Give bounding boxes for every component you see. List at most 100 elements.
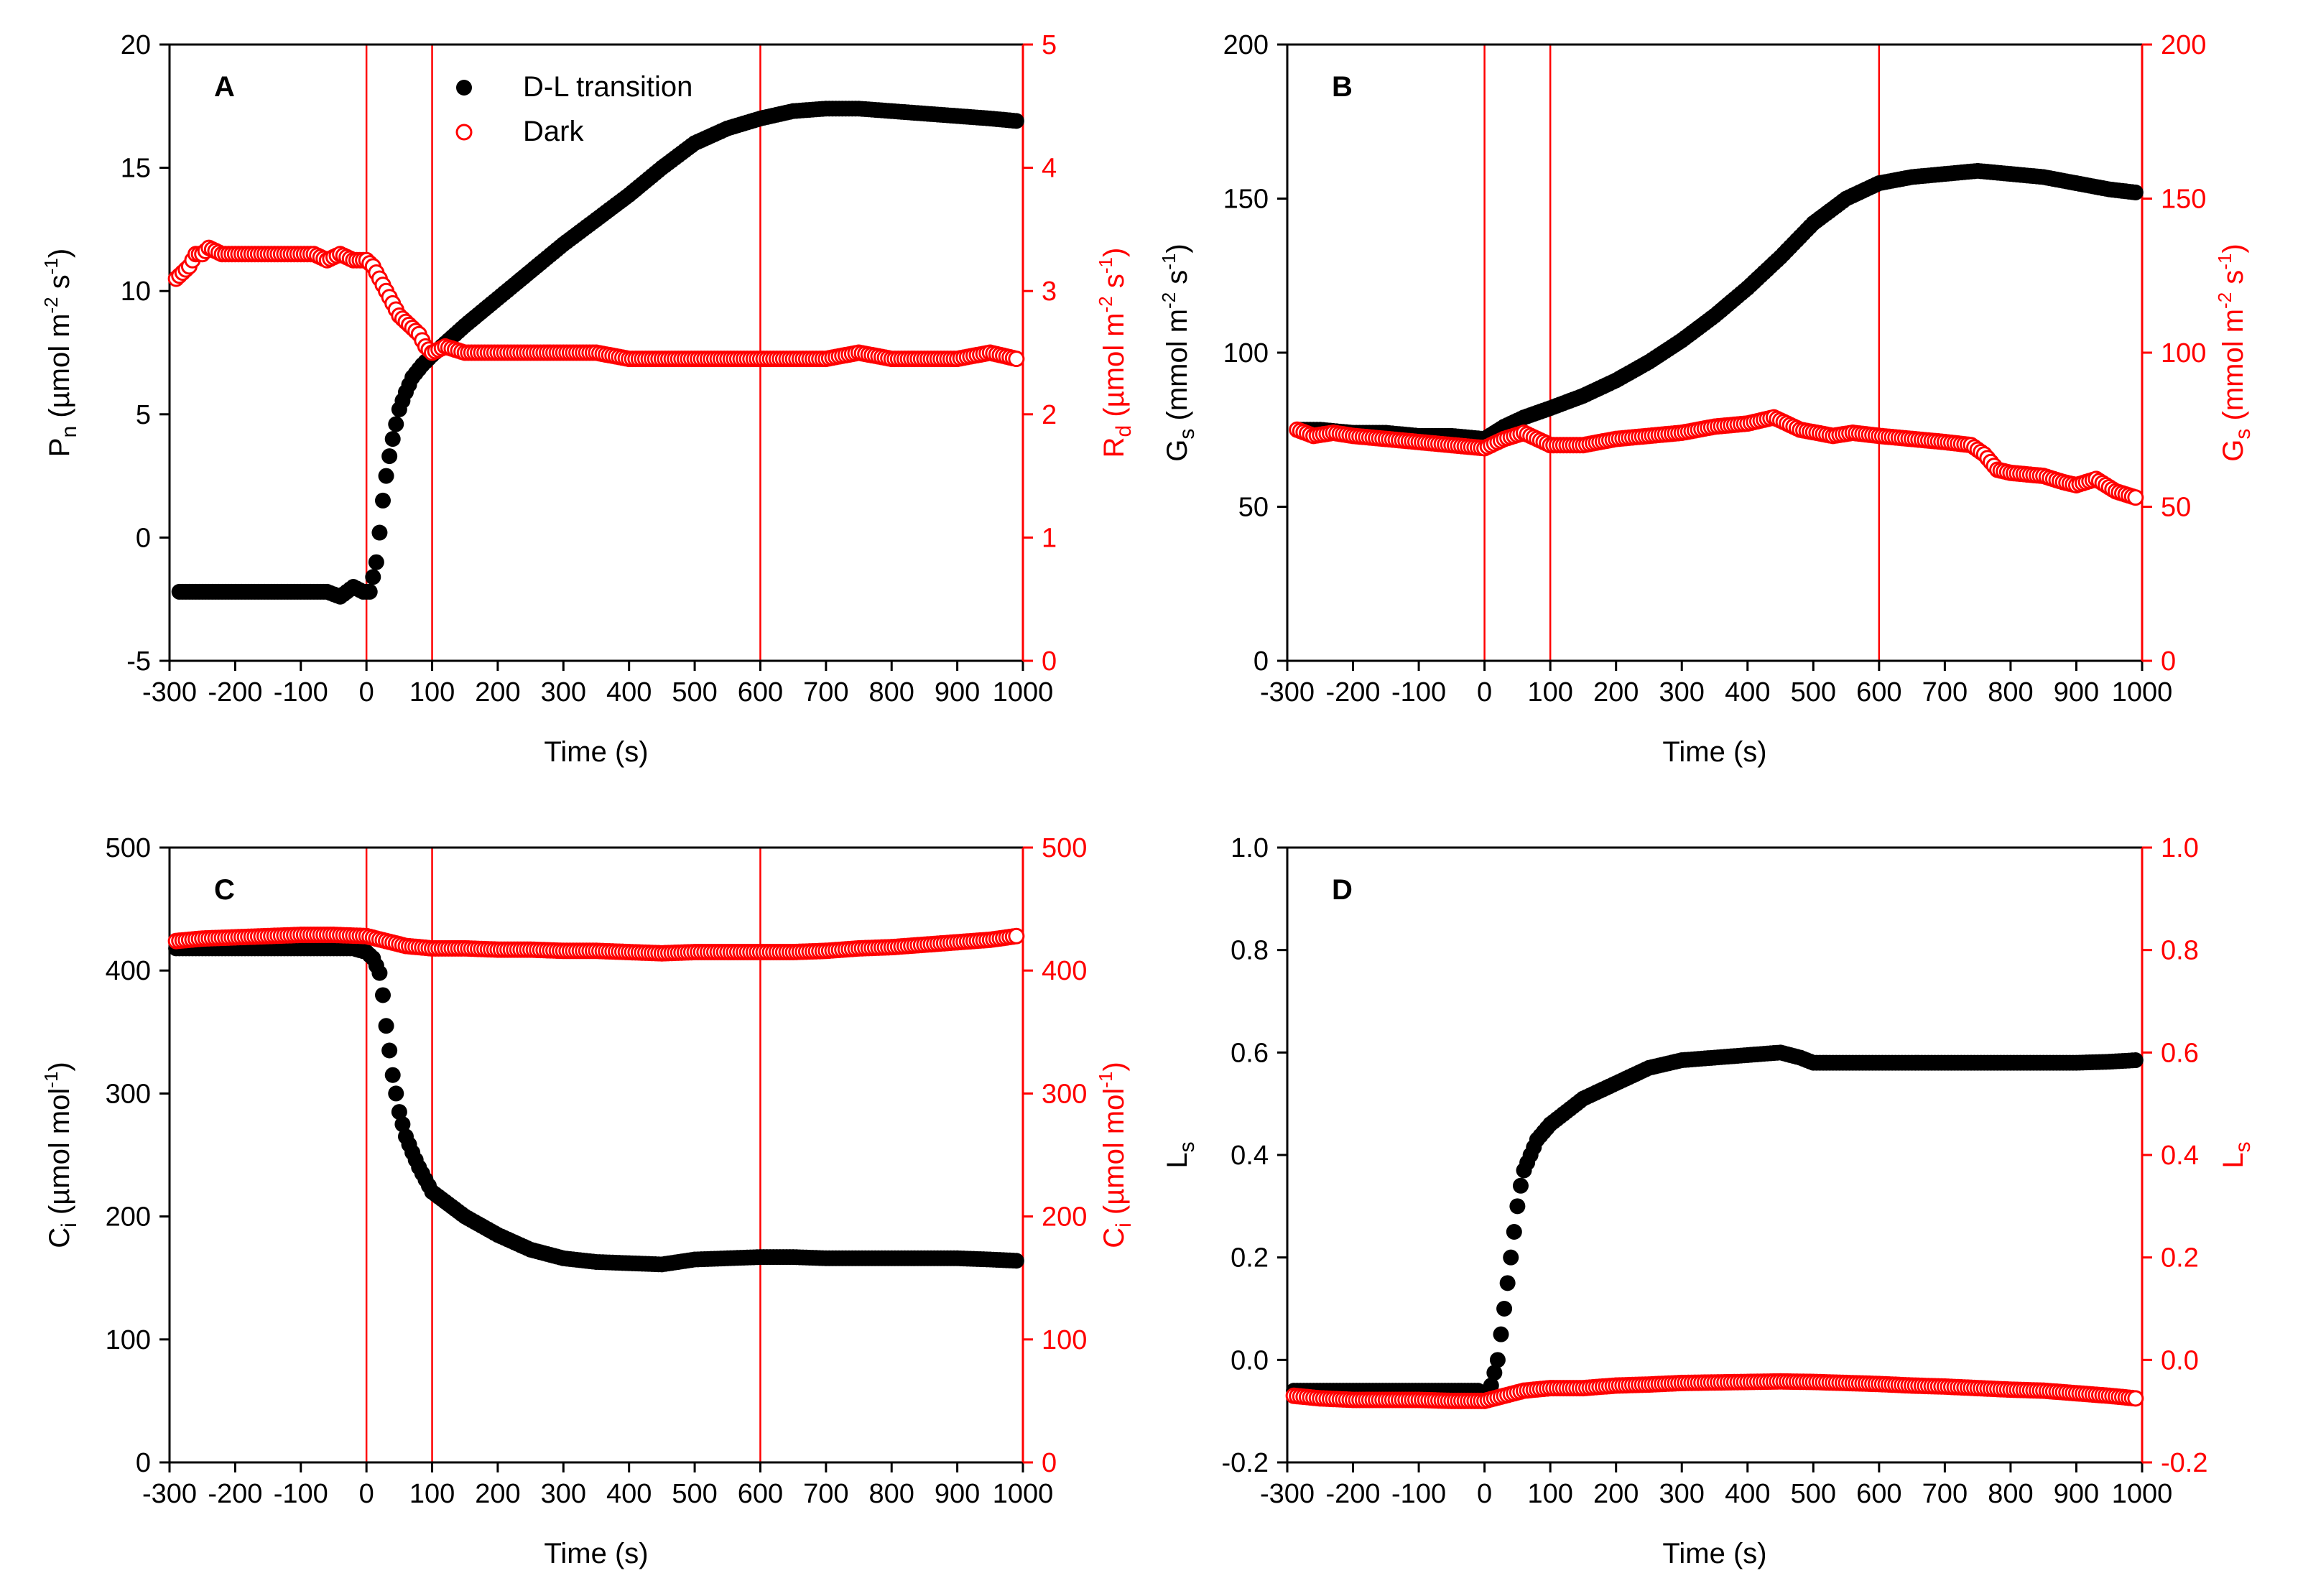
series-d-l-transition (1289, 162, 2144, 447)
y-right-tick-label: 100 (2161, 338, 2206, 368)
x-tick-label: -300 (142, 677, 197, 707)
y-left-tick-label: 150 (1223, 185, 1269, 215)
x-tick-label: 300 (1659, 677, 1705, 707)
y-right-axis-label-text: Ls (2218, 1141, 2255, 1168)
y-right-axis-label: Rd (µmol m-2 s-1) (1095, 248, 1136, 458)
data-point (1486, 1365, 1503, 1381)
y-right-tick-label: 5 (1042, 30, 1057, 60)
panel-a: -300 -200 -100 0 100 200 300 400 500 600 700 800 900… (40, 30, 1136, 768)
y-right-axis-label-text: Ci (µmol mol-1) (1095, 1062, 1136, 1248)
x-axis-label: Time (s) (1662, 1538, 1766, 1569)
y-left-tick-label: 0 (1254, 646, 1269, 677)
y-left-tick-label: 50 (1238, 493, 1269, 523)
panel-letter: B (1332, 71, 1353, 103)
data-point (388, 1085, 404, 1102)
y-right-tick-label: 0 (2161, 646, 2176, 677)
y-right-tick-label: 0.4 (2161, 1141, 2199, 1171)
data-point (381, 448, 398, 465)
x-tick-label: -100 (1391, 1479, 1446, 1509)
y-left-axis-label: Ci (µmol mol-1) (40, 1062, 81, 1248)
y-right-tick-label: 400 (1042, 956, 1087, 986)
series-dark (1289, 409, 2144, 506)
x-tick-label: -300 (142, 1479, 197, 1509)
panel-letter: C (214, 874, 235, 906)
y-left-axis-label-text: Gs (mmol m-2 s-1) (1158, 243, 1199, 461)
x-tick-label: 300 (1659, 1479, 1705, 1509)
x-tick-label: 500 (672, 677, 717, 707)
x-tick-label: 500 (672, 1479, 717, 1509)
data-point (388, 416, 404, 432)
y-left-tick-label: 0.4 (1231, 1141, 1269, 1171)
data-point (1008, 927, 1025, 945)
y-right-tick-label: 100 (1042, 1325, 1087, 1355)
x-tick-label: -200 (1326, 1479, 1381, 1509)
y-left-tick-label: 200 (106, 1202, 151, 1233)
x-tick-label: -200 (1326, 677, 1381, 707)
x-tick-label: -200 (208, 1479, 262, 1509)
x-tick-label: 100 (1527, 1479, 1572, 1509)
series-d-l-transition (168, 940, 1024, 1273)
y-left-tick-label: 0 (136, 1448, 151, 1478)
x-tick-label: 100 (409, 677, 455, 707)
y-left-tick-label: 0 (136, 523, 151, 553)
x-tick-label: -100 (1391, 677, 1446, 707)
x-tick-label: 400 (1725, 677, 1770, 707)
panel-b: -300 -200 -100 0 100 200 300 400 500 600 700 800 900… (1158, 30, 2255, 768)
data-point (384, 1067, 401, 1083)
x-tick-label: 400 (606, 677, 652, 707)
legend-label-d-l-transition: D-L transition (523, 71, 692, 103)
y-right-tick-label: 4 (1042, 154, 1057, 184)
data-point (1493, 1326, 1509, 1342)
x-tick-label: 400 (1725, 1479, 1770, 1509)
x-tick-label: 1000 (993, 677, 1054, 707)
data-point (2127, 489, 2144, 506)
legend-marker-dark (455, 124, 473, 141)
x-tick-label: 200 (1593, 1479, 1639, 1509)
x-tick-label: 1000 (2112, 1479, 2173, 1509)
y-right-tick-label: 50 (2161, 493, 2191, 523)
panel-c: -300 -200 -100 0 100 200 300 400 500 600 700 800 900… (40, 833, 1136, 1569)
y-left-axis-label-text: Ls (1162, 1141, 1199, 1168)
data-point (1509, 1198, 1526, 1215)
data-point (2127, 1390, 2144, 1407)
legend-label-dark: Dark (523, 116, 584, 147)
y-left-axis-label: Pn (µmol m-2 s-1) (40, 249, 81, 457)
y-left-axis-label: Ls (1162, 1141, 1199, 1168)
x-tick-label: 200 (475, 677, 520, 707)
y-left-tick-label: 300 (106, 1079, 151, 1109)
x-tick-label: 700 (1922, 677, 1968, 707)
y-left-tick-label: 100 (1223, 338, 1269, 368)
x-axis-label: Time (s) (1662, 736, 1766, 768)
y-right-tick-label: 300 (1042, 1079, 1087, 1109)
y-right-tick-label: 0.8 (2161, 936, 2199, 966)
x-tick-label: 600 (1856, 1479, 1901, 1509)
y-right-axis-label: Gs (mmol m-2 s-1) (2214, 243, 2255, 461)
y-left-tick-label: 200 (1223, 30, 1269, 60)
y-left-tick-label: 15 (121, 154, 151, 184)
y-right-tick-label: 3 (1042, 277, 1057, 307)
panel-d: -300 -200 -100 0 100 200 300 400 500 600 700 800 900… (1162, 833, 2255, 1569)
x-tick-label: 100 (409, 1479, 455, 1509)
x-tick-label: 900 (2054, 1479, 2099, 1509)
x-tick-label: 900 (935, 1479, 980, 1509)
x-tick-label: 300 (541, 1479, 586, 1509)
x-tick-label: 500 (1791, 677, 1836, 707)
data-point (391, 1104, 407, 1121)
y-right-tick-label: 200 (2161, 30, 2206, 60)
x-tick-label: -100 (274, 1479, 328, 1509)
x-tick-label: -100 (274, 677, 328, 707)
y-left-tick-label: 0.6 (1231, 1038, 1269, 1068)
data-point (371, 524, 388, 541)
x-tick-label: 800 (869, 1479, 914, 1509)
y-right-axis-label: Ci (µmol mol-1) (1095, 1062, 1136, 1248)
series-dark (167, 239, 1025, 368)
data-point (371, 965, 388, 981)
x-tick-label: 900 (935, 677, 980, 707)
x-tick-label: 0 (1477, 1479, 1492, 1509)
data-point (1512, 1177, 1529, 1194)
y-left-tick-label: -5 (126, 646, 151, 677)
y-right-tick-label: 0 (1042, 1448, 1057, 1478)
x-tick-label: -200 (208, 677, 262, 707)
panel-letter: A (214, 71, 235, 103)
data-point (1483, 1378, 1499, 1393)
